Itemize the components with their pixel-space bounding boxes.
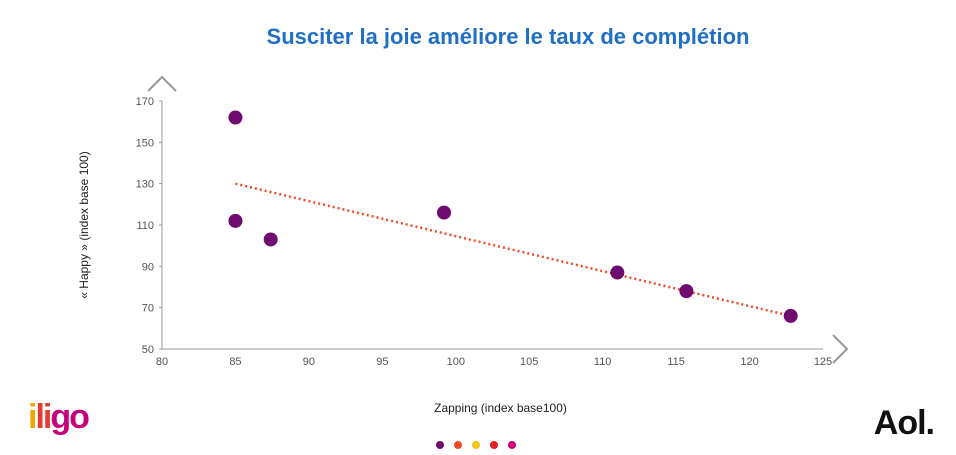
y-tick-label: 130 [136, 179, 154, 191]
chart-axes [147, 75, 849, 364]
aol-logo: Aol. [873, 404, 935, 442]
x-axis-label: Zapping (index base100) [434, 401, 567, 415]
chart-title: Susciter la joie améliore le taux de com… [266, 24, 750, 49]
x-tick-label: 125 [814, 356, 832, 368]
x-tick-label: 80 [156, 356, 168, 368]
pagination-dot [436, 441, 444, 449]
x-tick-label: 85 [229, 356, 241, 368]
data-point [228, 110, 243, 125]
data-points [228, 110, 798, 323]
data-point [228, 213, 243, 228]
y-tick-label: 70 [142, 303, 154, 315]
iligo-logo: iligo [28, 398, 90, 437]
x-tick-label: 120 [740, 356, 758, 368]
pagination-dot [508, 441, 516, 449]
iligo-logo-letter-l: l [35, 398, 45, 436]
y-tick-label: 50 [142, 344, 154, 356]
y-axis-arrow-icon [147, 75, 177, 92]
data-point [263, 232, 278, 247]
y-tick-label: 90 [142, 261, 154, 273]
x-tick-label: 115 [667, 356, 685, 368]
y-tick-labels: 50 70 90 110 130 150 170 [136, 96, 162, 356]
data-point [610, 265, 625, 280]
x-tick-label: 95 [376, 356, 388, 368]
y-axis-label: « Happy » (index base 100) [77, 151, 91, 298]
data-point [679, 284, 694, 299]
trendline [235, 182, 791, 318]
pagination-dot [472, 441, 480, 449]
iligo-logo-letter-i: i [28, 398, 38, 436]
x-tick-labels: 80 85 90 95 100 105 110 115 120 125 [156, 356, 832, 368]
y-tick-label: 110 [136, 220, 154, 232]
iligo-logo-letter-g: g [50, 398, 71, 436]
data-point [783, 308, 798, 323]
pagination-dot [490, 441, 498, 449]
y-tick-label: 150 [136, 137, 154, 149]
x-axis-arrow-icon [832, 334, 849, 364]
data-point [437, 205, 452, 220]
x-tick-label: 110 [594, 356, 612, 368]
x-tick-label: 100 [447, 356, 465, 368]
pagination-dot [454, 441, 462, 449]
iligo-logo-letter-i2: i [42, 398, 53, 436]
iligo-logo-letter-o: o [69, 398, 90, 436]
trendline-group [235, 182, 791, 318]
y-tick-label: 170 [136, 96, 154, 108]
x-tick-label: 90 [303, 356, 315, 368]
pagination-dots [436, 441, 516, 449]
x-tick-label: 105 [520, 356, 538, 368]
